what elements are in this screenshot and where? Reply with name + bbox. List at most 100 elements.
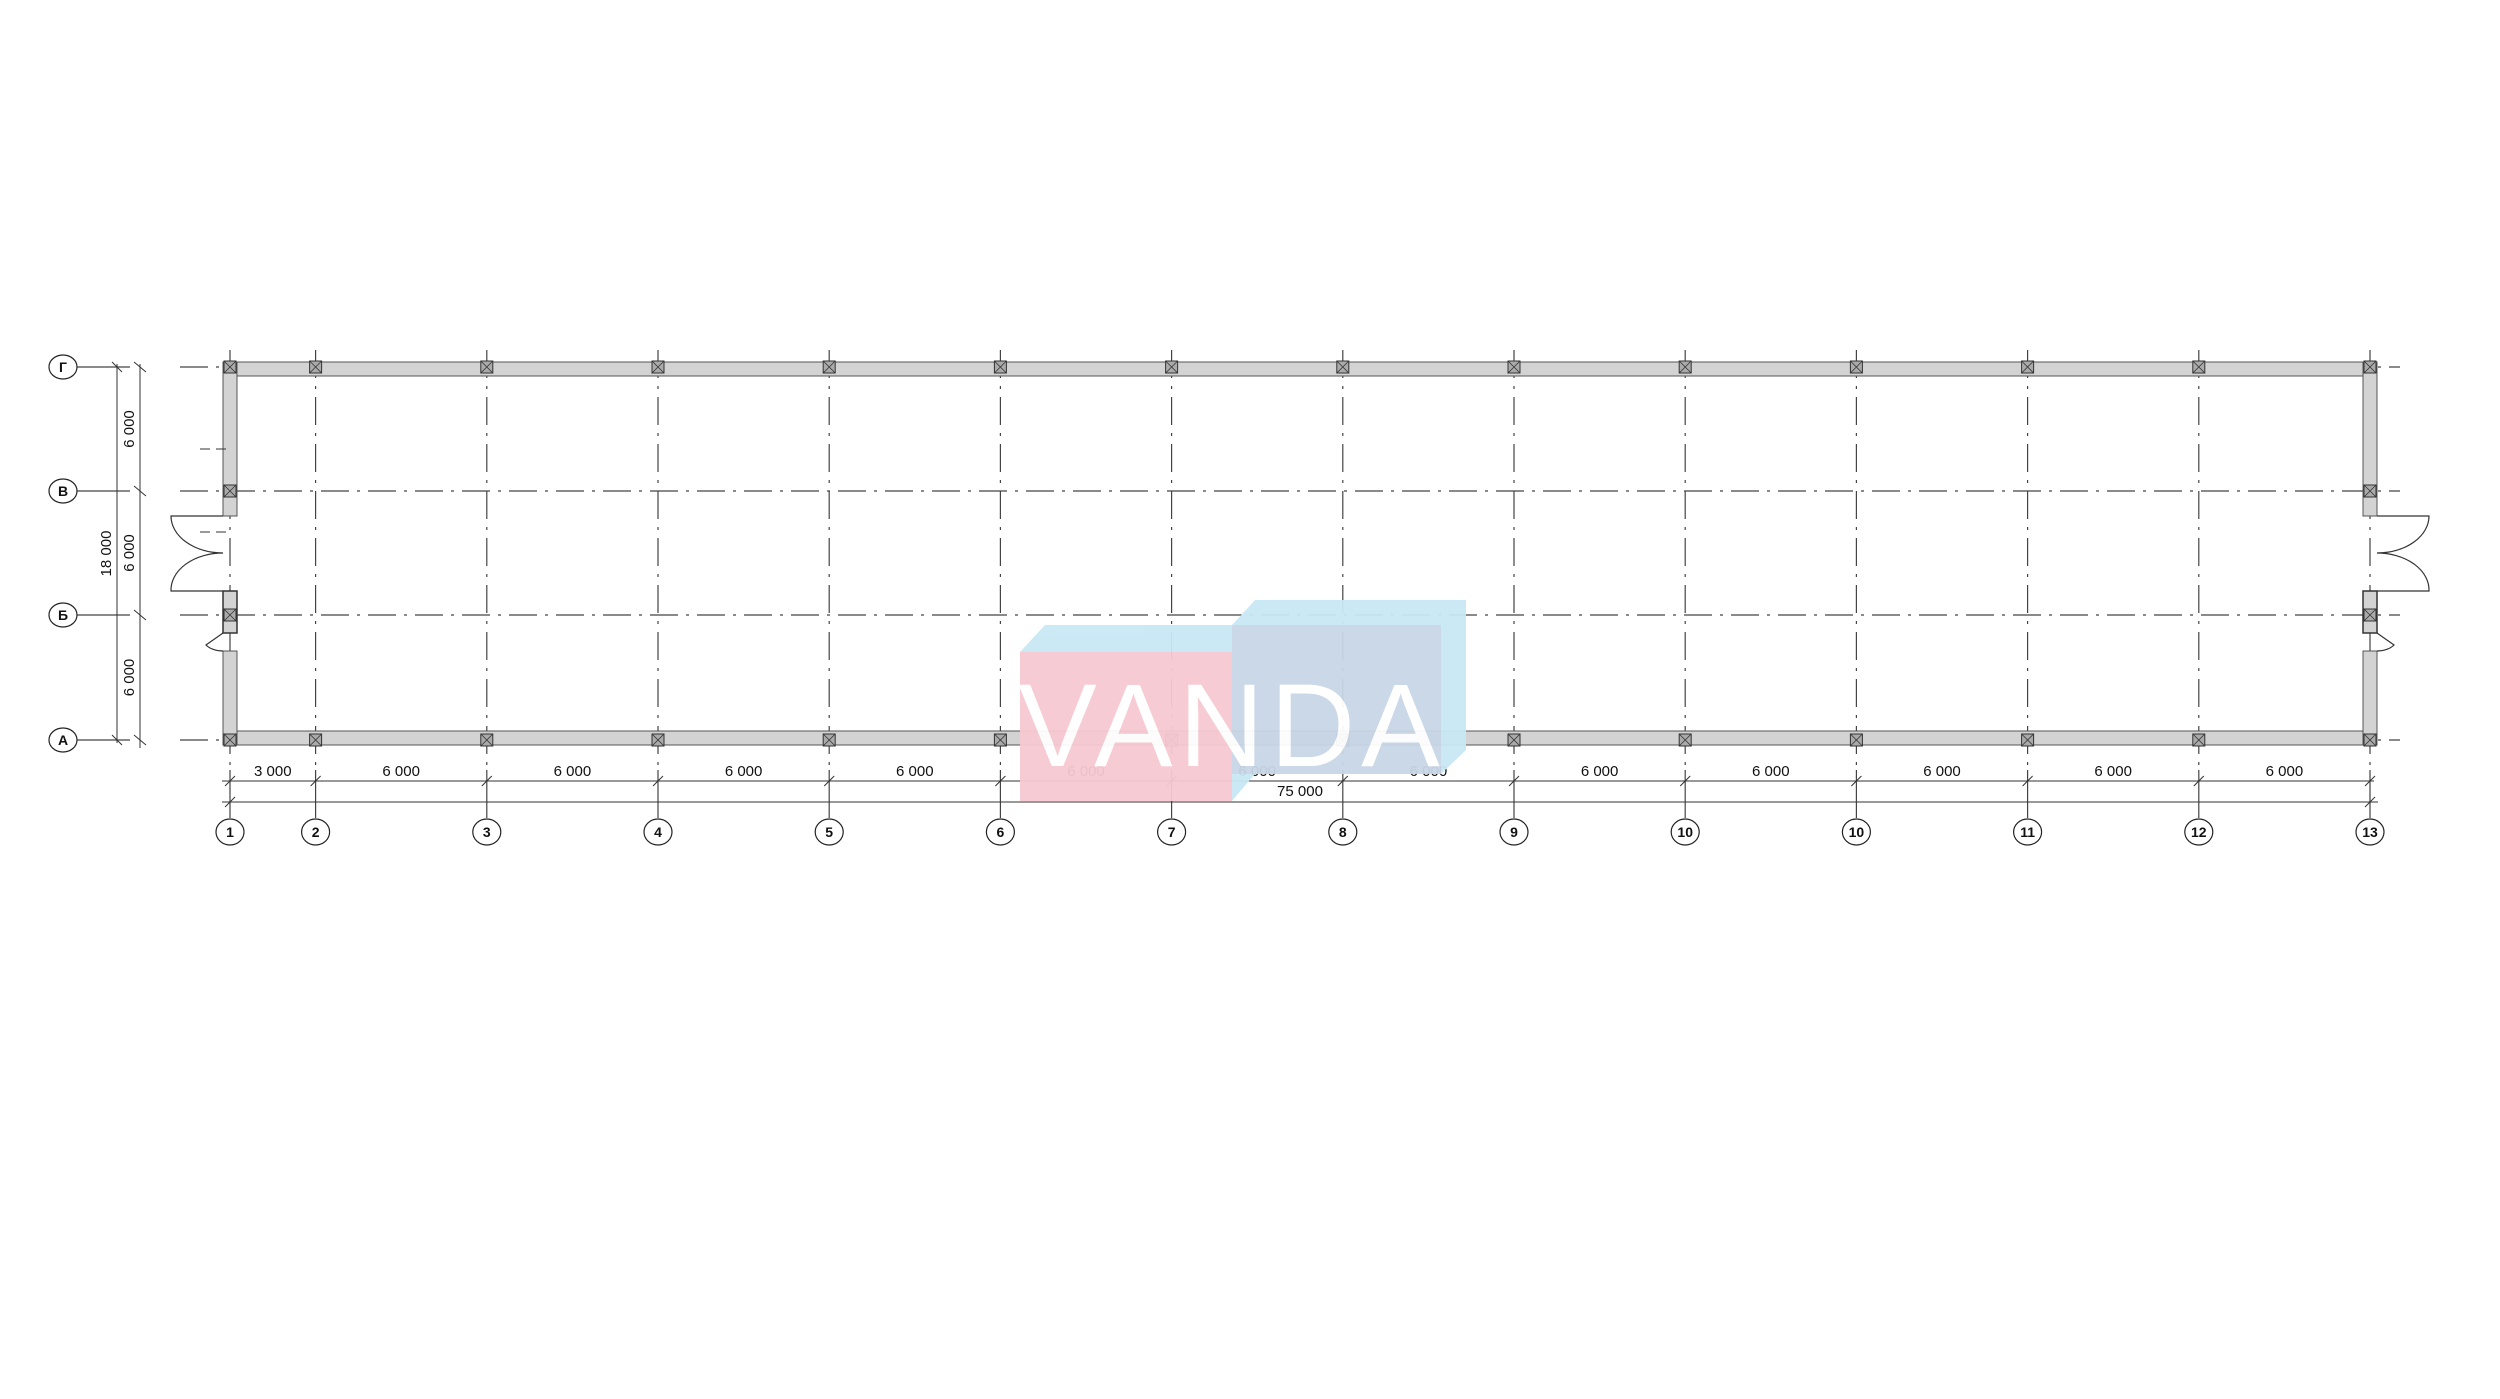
- dimension-tick: [2364, 796, 2376, 808]
- column-axis-marker: 3: [472, 818, 502, 846]
- column-post-cross: [2363, 608, 2377, 622]
- column-post-cross: [2363, 484, 2377, 498]
- row-axis-marker: Б: [48, 602, 78, 628]
- column-post-cross: [1507, 733, 1521, 747]
- column-post-cross: [223, 360, 237, 374]
- row-spacing-label: 6 000: [121, 659, 138, 697]
- watermark-text: VANDA: [1018, 660, 1446, 792]
- wall-west-lower: [222, 650, 238, 746]
- column-axis-marker: 6: [985, 818, 1016, 846]
- column-axis-marker: 12: [2184, 818, 2214, 846]
- axis-bubble: [985, 818, 1016, 846]
- axis-bubble: [1328, 818, 1358, 846]
- column-axis-label: 6: [997, 824, 1005, 840]
- column-post-cross: [2021, 733, 2034, 747]
- axis-bubble: [1499, 818, 1529, 846]
- column-post-cross: [822, 360, 836, 374]
- column-axis-label: 9: [1510, 824, 1518, 840]
- column-post-cross: [1336, 360, 1350, 374]
- dimension-tick: [111, 361, 123, 373]
- dimension-tick: [224, 775, 236, 787]
- column-spacing-label: 6 000: [554, 763, 592, 780]
- dimension-tick: [310, 775, 321, 787]
- column-post-cross: [2192, 360, 2206, 374]
- column-axis-marker: 11: [2012, 818, 2043, 846]
- row-axis-label: Г: [59, 359, 67, 375]
- axis-bubble: [1670, 818, 1700, 846]
- dimension-tick: [1851, 775, 1862, 787]
- wall-east-lower: [2362, 650, 2378, 746]
- column-post-cross: [1678, 360, 1692, 374]
- column-spacing-label: 6 000: [896, 763, 934, 780]
- axis-bubble: [1156, 818, 1187, 846]
- column-axis-marker: 9: [1499, 818, 1529, 846]
- double-door-east: [2376, 515, 2430, 592]
- column-axis-label: 3: [483, 824, 491, 840]
- double-door-west: [170, 515, 224, 592]
- column-spacing-label: 6 000: [2094, 763, 2132, 780]
- column-post-cross: [480, 360, 494, 374]
- column-axis-marker: 13: [2355, 818, 2385, 846]
- dimension-tick: [995, 775, 1006, 787]
- column-post-cross: [994, 733, 1007, 747]
- column-post-cross: [1165, 360, 1178, 374]
- axis-bubble: [472, 818, 502, 846]
- axis-bubble: [48, 727, 78, 753]
- dimension-tick: [481, 775, 493, 787]
- column-post-cross: [223, 733, 237, 747]
- axis-bubble: [48, 478, 78, 504]
- row-axis-label: Б: [58, 607, 68, 623]
- axis-bubble: [48, 354, 78, 380]
- column-post-cross: [1507, 360, 1521, 374]
- column-post-cross: [2021, 360, 2034, 374]
- column-post-cross: [822, 733, 836, 747]
- column-post-cross: [2363, 360, 2377, 374]
- column-axis-label: 1: [226, 824, 234, 840]
- column-post-cross: [651, 360, 665, 374]
- column-spacing-label: 6 000: [725, 763, 763, 780]
- axis-bubble: [48, 602, 78, 628]
- row-spacing-label: 6 000: [121, 534, 138, 572]
- column-axis-marker: 8: [1328, 818, 1358, 846]
- dimension-tick: [133, 361, 147, 373]
- column-axis-label: 8: [1339, 824, 1347, 840]
- column-axis-label: 4: [654, 824, 662, 840]
- column-axis-label: 10: [1677, 824, 1693, 840]
- axis-bubble: [643, 818, 673, 846]
- axis-bubble: [2012, 818, 2043, 846]
- column-post-cross: [480, 733, 494, 747]
- dimension-tick: [1508, 775, 1520, 787]
- watermark-slate-block: [1232, 625, 1441, 774]
- column-spacing-label: 6 000: [1923, 763, 1961, 780]
- row-axis-marker: Г: [48, 354, 78, 380]
- column-spacing-label: 6 000: [382, 763, 420, 780]
- dimension-tick: [1679, 775, 1691, 787]
- axis-bubble: [2184, 818, 2214, 846]
- column-axis-label: 13: [2362, 824, 2378, 840]
- dimension-tick: [823, 775, 835, 787]
- axis-bubble: [2355, 818, 2385, 846]
- dimension-tick: [133, 485, 147, 497]
- column-axis-marker: 4: [643, 818, 673, 846]
- doors: [170, 448, 2430, 652]
- overall-length-label: 75 000: [1277, 783, 1323, 800]
- column-axis-marker: 7: [1156, 818, 1187, 846]
- column-axis-marker: 10: [1841, 818, 1872, 846]
- column-axis-label: 5: [825, 824, 833, 840]
- overall-width-label: 18 000: [98, 531, 115, 577]
- column-axis-label: 12: [2191, 824, 2207, 840]
- wall-north: [222, 361, 2378, 377]
- single-door-west: [205, 632, 224, 652]
- column-post-cross: [651, 733, 665, 747]
- column-axis-marker: 10: [1670, 818, 1700, 846]
- column-post-cross: [309, 733, 322, 747]
- axis-bubble: [301, 818, 331, 846]
- vanda-watermark: VANDA: [1018, 600, 1466, 801]
- dimension-tick: [652, 775, 664, 787]
- dimension-tick: [1337, 775, 1349, 787]
- row-axis-label: В: [58, 483, 68, 499]
- column-post-cross: [994, 360, 1007, 374]
- column-post-cross: [309, 360, 322, 374]
